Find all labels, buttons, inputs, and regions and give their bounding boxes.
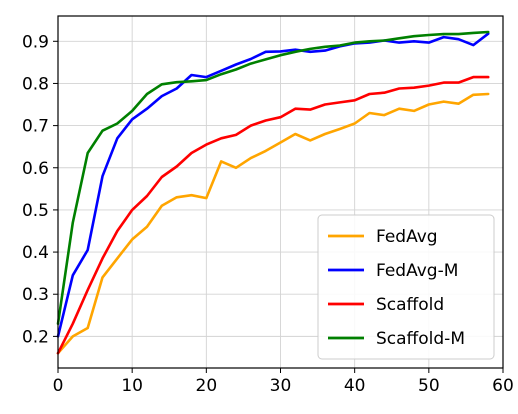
legend-label-scaffold-m: Scaffold-M: [376, 329, 465, 349]
y-tick-label: 0.7: [22, 117, 49, 137]
y-tick-label: 0.5: [22, 201, 49, 221]
y-tick-label: 0.8: [22, 74, 49, 94]
x-tick-label: 30: [270, 376, 292, 396]
y-axis-ticks: 0.2 0.3 0.4 0.5 0.6 0.7 0.8 0.9: [22, 32, 58, 347]
legend-box: [317, 214, 495, 360]
series-line-fedavg: [56, 92, 490, 355]
y-tick-label: 0.4: [22, 243, 49, 263]
x-tick-label: 50: [418, 376, 440, 396]
legend-label-fedavg-m: FedAvg-M: [376, 261, 458, 281]
legend-label-scaffold: Scaffold: [376, 295, 444, 315]
series-lines: [56, 30, 490, 355]
series-line-scaffold: [56, 75, 490, 355]
series-line-scaffold-m: [56, 30, 490, 326]
legend-label-fedavg: FedAvg: [376, 227, 438, 247]
y-tick-label: 0.3: [22, 285, 49, 305]
x-tick-label: 40: [344, 376, 366, 396]
legend: FedAvg FedAvg-M Scaffold Scaffold-M: [317, 214, 495, 360]
x-tick-label: 60: [492, 376, 514, 396]
y-tick-label: 0.2: [22, 327, 49, 347]
y-tick-label: 0.6: [22, 159, 49, 179]
x-tick-label: 10: [121, 376, 143, 396]
y-tick-label: 0.9: [22, 32, 49, 52]
series-line-fedavg-m: [56, 32, 490, 338]
x-tick-label: 0: [53, 376, 64, 396]
x-tick-label: 20: [196, 376, 218, 396]
x-axis-ticks: 0 10 20 30 40 50 60: [53, 368, 514, 396]
